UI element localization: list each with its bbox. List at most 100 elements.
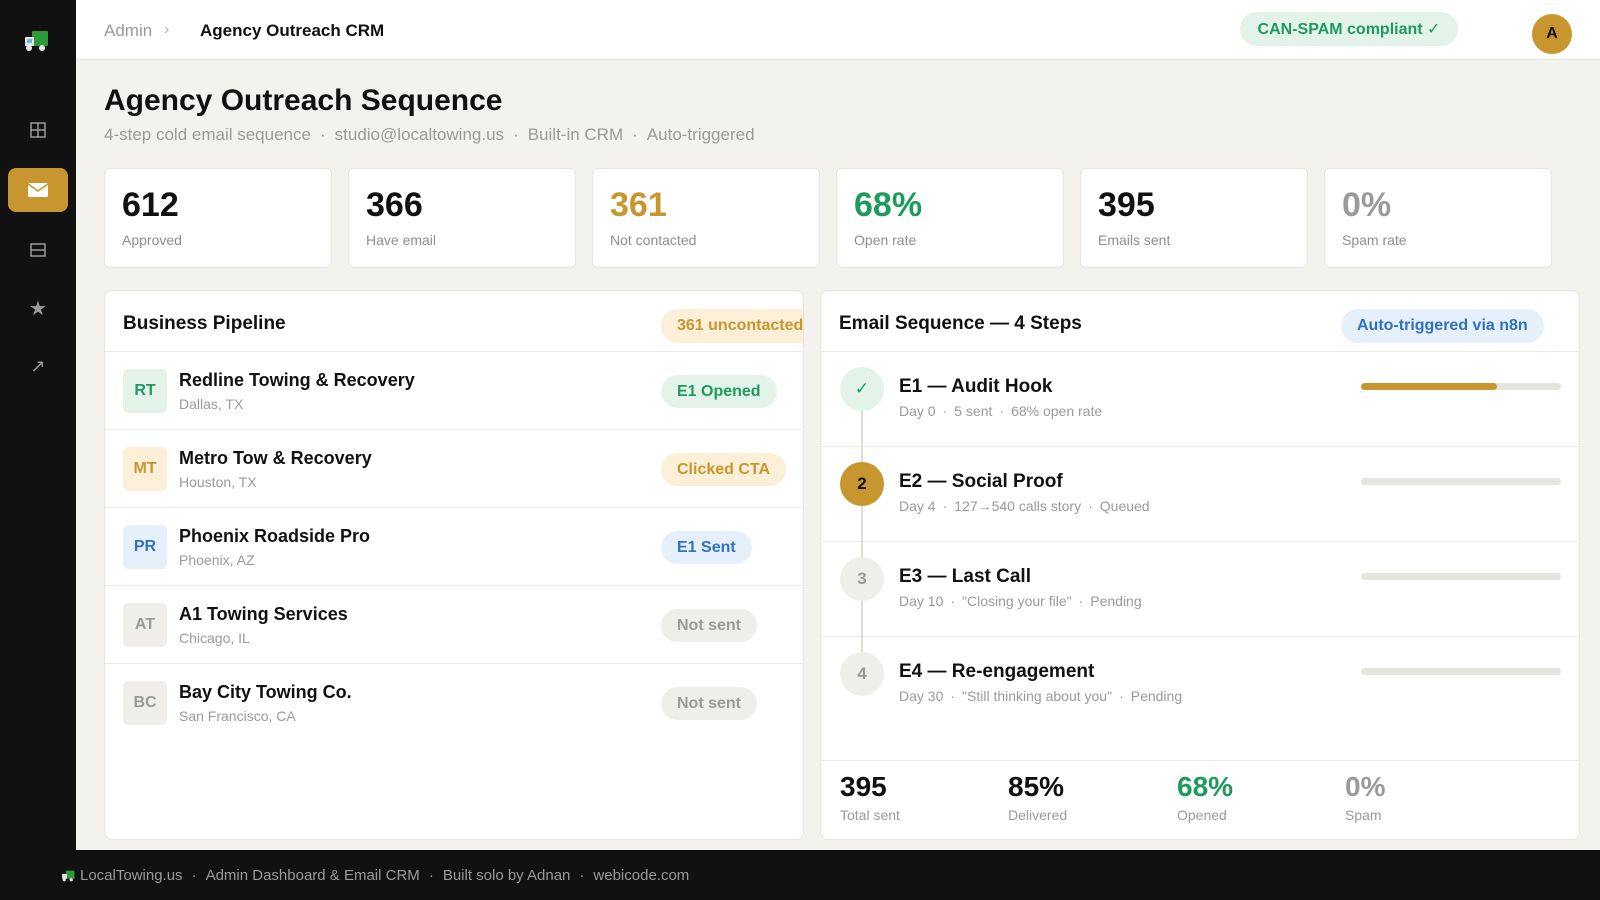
pipeline-row[interactable]: MT Metro Tow & Recovery Houston, TX Clic… (105, 430, 803, 508)
stat-card-have-email: 366 Have email (348, 168, 576, 268)
status-badge: Not sent (661, 609, 757, 642)
compliance-badge: CAN-SPAM compliant ✓ (1240, 12, 1458, 46)
stat-label: Not contacted (610, 232, 697, 248)
meta-separator: · (950, 688, 956, 704)
business-location: San Francisco, CA (179, 708, 296, 724)
step-meta-item: Queued (1099, 498, 1150, 514)
divider (105, 351, 803, 352)
subtitle-separator: · (513, 125, 519, 144)
stat-label: Emails sent (1098, 232, 1171, 248)
nav-favorites[interactable]: ★ (8, 286, 68, 330)
step-meta-item: Day 4 (899, 498, 936, 514)
stat-value: 68% (854, 186, 923, 224)
summary-label: Total sent (840, 807, 900, 823)
nav-table[interactable] (8, 228, 68, 272)
step-meta-item: 127→540 calls story (954, 498, 1082, 514)
step-meta-item: "Still thinking about you" (962, 688, 1113, 704)
stat-card-open-rate: 68% Open rate (836, 168, 1064, 268)
step-meta-item: Day 30 (899, 688, 944, 704)
business-name: Metro Tow & Recovery (179, 448, 372, 468)
progress-fill (1361, 383, 1497, 390)
tow-truck-icon (62, 870, 75, 881)
pipeline-row[interactable]: AT A1 Towing Services Chicago, IL Not se… (105, 586, 803, 664)
sequence-step[interactable]: 2 E2 — Social Proof Day 4 · 127→540 calls … (821, 447, 1579, 542)
nav-dashboard[interactable] (8, 108, 68, 152)
pipeline-row[interactable]: RT Redline Towing & Recovery Dallas, TX … (105, 352, 803, 430)
footer: LocalTowing.us · Admin Dashboard & Email C… (0, 850, 1600, 900)
stat-label: Approved (122, 232, 182, 248)
stat-value: 395 (1098, 186, 1155, 224)
topbar: Admin › Agency Outreach CRM CAN-SPAM com… (76, 0, 1600, 60)
business-pipeline-panel: Business Pipeline 361 uncontacted RT Red… (104, 290, 804, 840)
summary-value: 68% (1177, 771, 1234, 802)
compliance-label: CAN-SPAM compliant ✓ (1257, 21, 1441, 38)
status-badge: Not sent (661, 687, 757, 720)
stat-label: Open rate (854, 232, 917, 248)
panel-title: Email Sequence — 4 Steps (839, 313, 1082, 334)
footer-text: LocalTowing.us · Admin Dashboard & Email C… (60, 867, 689, 884)
business-initials: RT (123, 369, 167, 413)
main-area: Admin › Agency Outreach CRM CAN-SPAM com… (76, 0, 1600, 850)
subtitle-separator: · (632, 125, 638, 144)
breadcrumb-chevron-icon: › (164, 21, 170, 38)
breadcrumb-current: Agency Outreach CRM (200, 21, 385, 40)
tow-truck-icon[interactable] (22, 28, 50, 54)
business-location: Phoenix, AZ (179, 552, 255, 568)
meta-separator: · (1088, 498, 1093, 514)
summary-spam: 0% Spam (1345, 771, 1385, 823)
uncontacted-badge: 361 uncontacted (661, 309, 803, 343)
step-meta-item: 68% open rate (1011, 403, 1103, 419)
sequence-step[interactable]: 3 E3 — Last Call Day 10 · "Closing your fi… (821, 542, 1579, 637)
step-meta-item: "Closing your file" (962, 593, 1072, 609)
mail-icon (27, 183, 49, 197)
meta-separator: · (1119, 688, 1124, 704)
subtitle-part: 4-step cold email sequence (104, 125, 311, 144)
sequence-step[interactable]: ✓ E1 — Audit Hook Day 0 · 5 sent · 68% open … (821, 352, 1579, 447)
business-name: Phoenix Roadside Pro (179, 526, 371, 546)
step-progress-bar (1361, 668, 1561, 675)
meta-separator: · (942, 498, 948, 514)
meta-separator: · (950, 593, 956, 609)
summary-value: 395 (840, 771, 887, 802)
step-meta: Day 0 · 5 sent · 68% open rate (899, 403, 1102, 419)
status-badge: E1 Opened (661, 375, 777, 408)
pipeline-row[interactable]: BC Bay City Towing Co. San Francisco, CA… (105, 664, 803, 742)
check-icon: ✓ (840, 367, 884, 411)
subtitle-separator: · (319, 125, 326, 144)
summary-opened: 68% Opened (1177, 771, 1233, 823)
business-location: Houston, TX (179, 474, 257, 490)
business-initials: MT (123, 447, 167, 491)
summary-value: 85% (1008, 771, 1065, 802)
stat-label: Spam rate (1342, 232, 1407, 248)
footer-separator: · (579, 867, 585, 884)
breadcrumb-admin[interactable]: Admin (104, 21, 153, 40)
status-badge: Clicked CTA (661, 453, 787, 486)
subtitle-part: Auto-triggered (646, 125, 755, 144)
subtitle-part: studio@localtowing.us (334, 125, 505, 144)
step-meta-item: Pending (1130, 688, 1183, 704)
table-icon (30, 243, 46, 257)
arrow-up-right-icon: ↗ (30, 355, 46, 376)
business-name: A1 Towing Services (179, 604, 348, 624)
divider (821, 760, 1579, 761)
subtitle-part: Built-in CRM (527, 125, 624, 144)
step-title: E2 — Social Proof (899, 471, 1063, 492)
footer-separator: · (191, 867, 197, 884)
stat-value: 361 (610, 186, 667, 224)
step-progress-bar (1361, 383, 1561, 390)
pipeline-row[interactable]: PR Phoenix Roadside Pro Phoenix, AZ E1 S… (105, 508, 803, 586)
stat-card-emails-sent: 395 Emails sent (1080, 168, 1308, 268)
step-meta-item: 5 sent (954, 403, 993, 419)
footer-brand[interactable]: LocalTowing.us (80, 867, 183, 884)
stat-card-spam-rate: 0% Spam rate (1324, 168, 1552, 268)
footer-link[interactable]: webicode.com (593, 867, 690, 884)
summary-label: Delivered (1008, 807, 1068, 823)
nav-external[interactable]: ↗ (8, 344, 68, 388)
summary-label: Opened (1177, 807, 1227, 823)
sequence-step[interactable]: 4 E4 — Re-engagement Day 30 · "Still think… (821, 637, 1579, 732)
grid-icon (30, 122, 46, 138)
nav-email[interactable] (8, 168, 68, 212)
business-name: Redline Towing & Recovery (179, 370, 415, 390)
avatar[interactable]: A (1532, 14, 1572, 54)
summary-label: Spam (1345, 807, 1382, 823)
